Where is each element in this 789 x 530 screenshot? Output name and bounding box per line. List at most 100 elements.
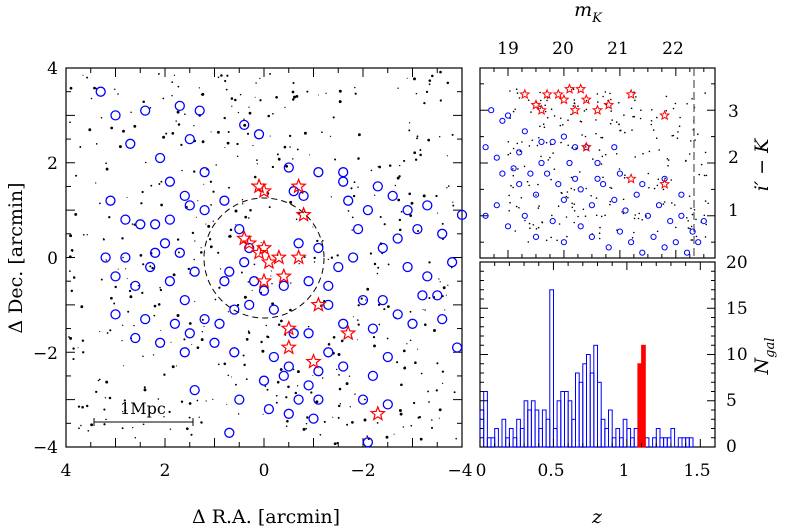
cmd-blue-point (560, 133, 568, 140)
field-dot (306, 90, 309, 93)
sky-axis-ticks (65, 67, 463, 448)
field-dot (157, 398, 160, 400)
field-dot (322, 239, 324, 242)
field-dot (122, 365, 125, 367)
cmd-red-star (558, 93, 570, 105)
field-dot (93, 86, 96, 90)
cmd-dot (524, 219, 526, 222)
sky-red-star (310, 296, 327, 312)
field-dot (383, 223, 386, 226)
field-dot (383, 308, 386, 311)
field-dot (350, 187, 353, 190)
cmd-dot (618, 123, 620, 126)
field-dot (385, 435, 389, 439)
cmd-dot (695, 235, 698, 238)
field-dot (455, 437, 458, 440)
field-dot (310, 391, 313, 394)
cmd-blue-point (577, 223, 584, 230)
cmd-dot (595, 132, 597, 135)
cmd-blue-point (678, 212, 685, 219)
field-dot (294, 391, 298, 395)
sky-blue-point (283, 361, 294, 372)
cmd-blue-point (532, 191, 540, 198)
cmd-dot (557, 205, 560, 207)
field-dot (69, 86, 73, 90)
sky-blue-point (224, 427, 235, 438)
cmd-blue-point (499, 170, 506, 177)
cmd-blue-points (482, 107, 707, 256)
field-dot (399, 412, 403, 416)
sky-blue-point (456, 209, 468, 221)
field-dot (289, 200, 293, 204)
field-dot (184, 113, 186, 115)
field-dot (100, 278, 103, 281)
field-dot (217, 363, 220, 366)
hist-bar-blue (622, 418, 628, 448)
sky-blue-point (422, 271, 433, 282)
field-dot (393, 433, 395, 435)
cmd-blue-point (622, 207, 629, 214)
cmd-red-star (536, 104, 548, 115)
field-dot (412, 401, 416, 405)
field-dot (109, 329, 112, 332)
field-dot (439, 70, 442, 74)
field-dot (379, 215, 382, 219)
field-dot (397, 87, 399, 89)
field-dot (349, 406, 351, 408)
field-dot (366, 435, 369, 438)
sky-blue-point (402, 261, 413, 273)
field-dot (117, 93, 119, 95)
hist-bar-red (641, 344, 646, 448)
field-dot (292, 81, 295, 85)
cmd-dot (528, 222, 531, 225)
cmd-blue-point (527, 170, 534, 177)
sky-blue-point (357, 294, 369, 306)
field-dot (212, 220, 214, 222)
cmd-blue-point (639, 181, 646, 188)
field-dot (86, 234, 88, 236)
field-dot (142, 423, 145, 426)
cmd-blue-point (639, 249, 646, 256)
sky-red-star (280, 338, 298, 355)
cmd-dot (512, 110, 515, 113)
field-dot (203, 325, 205, 328)
cmd-dot (666, 158, 669, 160)
field-dot (243, 118, 245, 120)
field-dot (318, 94, 320, 96)
cmd-dot (704, 92, 706, 94)
field-dot (271, 283, 273, 285)
field-dot (246, 132, 250, 135)
sky-ytick-1: −4 (33, 438, 58, 458)
field-dot (205, 400, 207, 402)
cmd-blue-point (544, 170, 551, 177)
field-dot (428, 83, 431, 86)
field-dot (338, 89, 342, 93)
cmd-dot (600, 136, 602, 139)
cmd-dot (638, 212, 640, 215)
cmd-dot (542, 123, 545, 125)
field-dot (447, 284, 449, 286)
hist-right-label: Ngal (751, 338, 778, 376)
sky-blue-point (343, 195, 354, 206)
field-dot (226, 403, 228, 405)
cmd-dot (691, 213, 694, 216)
sky-blue-point (432, 290, 443, 301)
cmd-blue-point (678, 191, 685, 198)
cmd-dot (519, 150, 522, 152)
field-dot (272, 112, 274, 115)
hist-bar-blue (494, 428, 499, 448)
cmd-dot (544, 110, 547, 113)
field-dot (420, 372, 423, 375)
cmd-dot (601, 155, 604, 158)
cmd-dot (633, 115, 636, 118)
field-dot (105, 167, 109, 171)
cmd-dot (512, 186, 514, 189)
cmd-dot (609, 92, 611, 95)
field-dot (422, 309, 424, 311)
cmd-dot (619, 129, 621, 132)
sky-blue-point (293, 394, 304, 405)
sky-red-star (339, 324, 357, 341)
cmd-dot (515, 205, 518, 208)
field-dot (284, 106, 286, 109)
sky-blue-point (135, 219, 146, 230)
